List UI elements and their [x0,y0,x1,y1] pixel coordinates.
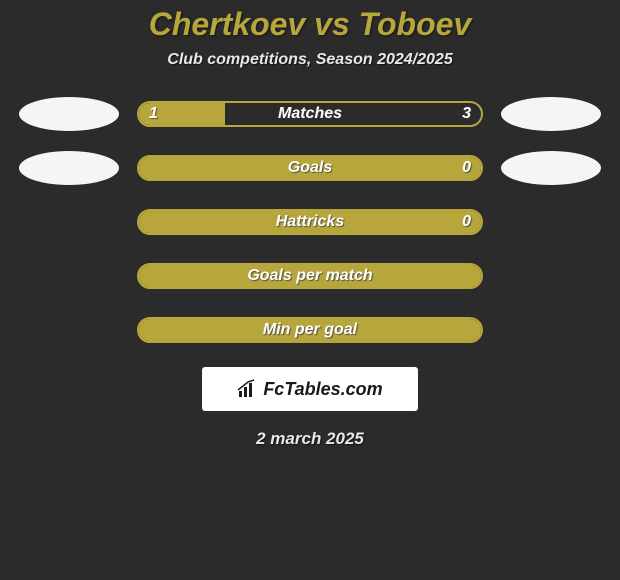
stat-rows: 13Matches 0Goals 0Hattricks Goals per match… [0,97,620,347]
stat-row: Min per goal [0,313,620,347]
date-text: 2 march 2025 [0,429,620,449]
right-indicator-oval [501,97,601,131]
left-indicator-oval [19,97,119,131]
stat-bar: Min per goal [137,317,483,343]
comparison-card: Chertkoev vs Toboev Club competitions, S… [0,0,620,449]
stat-label: Hattricks [139,213,481,231]
brand-text: FcTables.com [263,379,382,400]
bar-chart-icon [237,379,259,399]
left-indicator-oval [19,151,119,185]
stat-bar: 0Hattricks [137,209,483,235]
page-subtitle: Club competitions, Season 2024/2025 [0,51,620,69]
stat-label: Goals per match [139,267,481,285]
stat-bar: 0Goals [137,155,483,181]
stat-row: 13Matches [0,97,620,131]
stat-row: Goals per match [0,259,620,293]
brand-logo: FcTables.com [202,367,418,411]
stat-label: Matches [139,105,481,123]
stat-bar: Goals per match [137,263,483,289]
stat-label: Goals [139,159,481,177]
page-title: Chertkoev vs Toboev [0,6,620,43]
stat-bar: 13Matches [137,101,483,127]
stat-row: 0Goals [0,151,620,185]
stat-row: 0Hattricks [0,205,620,239]
right-indicator-oval [501,151,601,185]
stat-label: Min per goal [139,321,481,339]
